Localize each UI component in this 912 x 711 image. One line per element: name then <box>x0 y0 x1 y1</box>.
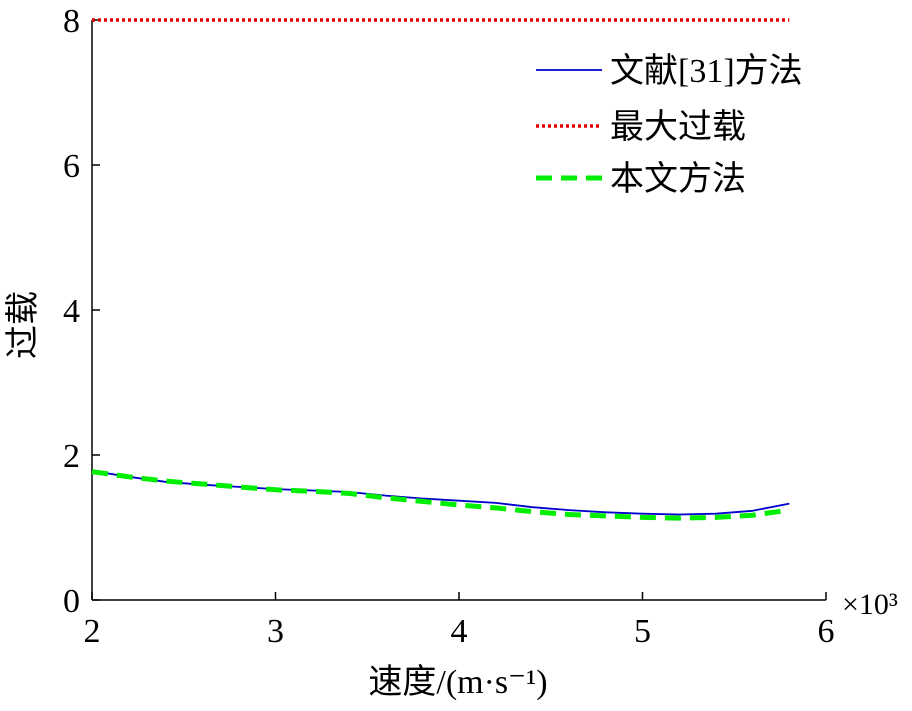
y-tick-label: 2 <box>63 438 80 475</box>
y-tick-label: 4 <box>63 293 80 330</box>
x-tick-label: 6 <box>818 613 835 650</box>
x-axis-label: 速度/(m·s⁻¹) <box>368 663 547 701</box>
x-axis-multiplier-label: ×10³ <box>842 588 898 621</box>
x-tick-label: 2 <box>84 613 101 650</box>
y-axis-label: 过载 <box>4 291 42 359</box>
series-layer <box>91 18 790 521</box>
legend-label-3: 本文方法 <box>610 160 746 198</box>
legend-label-2: 最大过载 <box>610 108 746 146</box>
y-tick-label: 8 <box>63 3 80 40</box>
legend-label-1: 文献[31]方法 <box>610 52 803 90</box>
series-line-1 <box>91 470 790 516</box>
x-tick-label: 4 <box>451 613 468 650</box>
y-tick-label: 6 <box>63 148 80 185</box>
series-line-3 <box>91 469 790 521</box>
x-tick-label: 3 <box>267 613 284 650</box>
y-tick-label: 0 <box>63 583 80 620</box>
x-tick-label: 5 <box>634 613 651 650</box>
